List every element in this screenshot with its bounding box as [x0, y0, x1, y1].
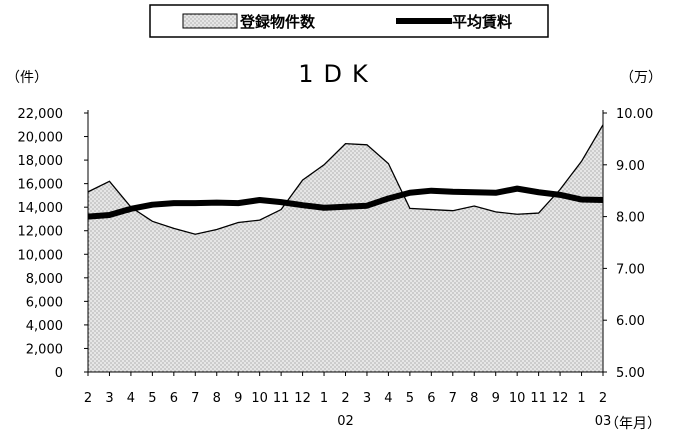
- y-right-unit-label: （万）: [620, 70, 662, 86]
- x-tick-label: 10: [509, 391, 526, 406]
- x-tick-label: 1: [320, 391, 328, 406]
- x-tick-label: 2: [599, 391, 607, 406]
- x-tick-label: 4: [127, 391, 135, 406]
- y-right-tick-label: 6.00: [616, 314, 645, 329]
- axes: [84, 110, 607, 376]
- y-right-tick-label: 5.00: [616, 366, 645, 381]
- legend-label-listings: 登録物件数: [239, 13, 316, 31]
- x-tick-label: 4: [384, 391, 392, 406]
- x-tick-label: 8: [470, 391, 478, 406]
- y-left-tick-label: 4,000: [26, 319, 63, 334]
- rent-line: [87, 185, 604, 220]
- y-left-tick-label: 14,000: [18, 201, 64, 216]
- x-tick-label: 12: [294, 391, 311, 406]
- y-left-tick-label: 22,000: [18, 107, 64, 122]
- x-tick-label: 5: [148, 391, 156, 406]
- x-year-label: 02: [337, 414, 354, 429]
- y-left-tick-label: 8,000: [26, 272, 63, 287]
- legend-swatch-area: [182, 13, 238, 29]
- x-tick-label: 3: [363, 391, 371, 406]
- x-tick-label: 9: [234, 391, 242, 406]
- x-tick-label: 3: [105, 391, 113, 406]
- y-right-tick-label: 9.00: [616, 159, 645, 174]
- y-left-tick-label: 10,000: [18, 248, 64, 263]
- y-left-unit-label: （件）: [6, 70, 48, 86]
- y-left-tick-label: 20,000: [18, 131, 64, 146]
- legend-label-rent: 平均賃料: [452, 13, 512, 31]
- x-tick-label: 6: [427, 391, 435, 406]
- tick-labels: 0 2,000 4,000 6,000 8,000 10,000 12,000 14,000 1…: [18, 107, 654, 429]
- x-tick-label: 12: [552, 391, 569, 406]
- y-right-tick-label: 7.00: [616, 262, 645, 277]
- y-right-tick-label: 8.00: [616, 211, 645, 226]
- x-tick-label: 2: [341, 391, 349, 406]
- line-series: [87, 185, 604, 220]
- chart-title: 1DK: [298, 60, 378, 88]
- x-tick-label: 6: [170, 391, 178, 406]
- x-tick-label: 7: [449, 391, 457, 406]
- area-outline: [87, 124, 604, 235]
- y-left-tick-label: 16,000: [18, 178, 64, 193]
- area-series: [87, 124, 604, 373]
- x-unit-label: （年月）: [605, 416, 661, 432]
- y-left-tick-label: 18,000: [18, 154, 64, 169]
- y-left-tick-label: 2,000: [26, 342, 63, 357]
- x-year-label: 03: [595, 414, 612, 429]
- x-tick-label: 10: [251, 391, 268, 406]
- y-left-tick-label: 6,000: [26, 295, 63, 310]
- x-tick-label: 8: [213, 391, 221, 406]
- y-left-tick-label: 12,000: [18, 225, 64, 240]
- legend: 登録物件数 平均賃料: [149, 4, 549, 38]
- area-fill: [88, 124, 603, 373]
- x-tick-label: 11: [530, 391, 547, 406]
- x-tick-label: 7: [191, 391, 199, 406]
- y-left-tick-label: 0: [55, 366, 63, 381]
- x-tick-label: 2: [84, 391, 92, 406]
- x-tick-label: 5: [406, 391, 414, 406]
- x-tick-label: 1: [577, 391, 585, 406]
- x-tick-label: 11: [273, 391, 290, 406]
- x-tick-label: 9: [492, 391, 500, 406]
- y-right-tick-label: 10.00: [616, 107, 653, 122]
